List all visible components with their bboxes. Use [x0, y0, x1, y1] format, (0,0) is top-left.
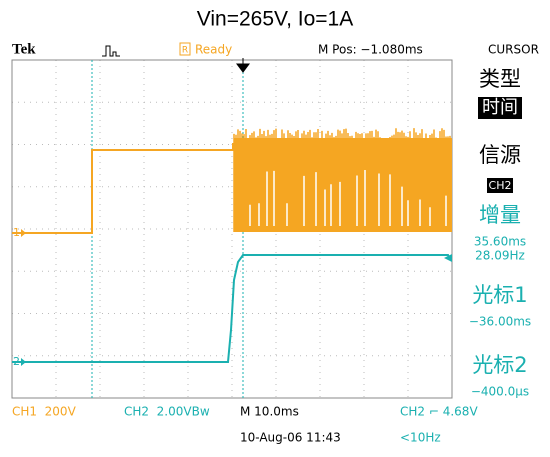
menu: CURSOR	[488, 43, 539, 57]
ch2-marker: 2	[13, 355, 20, 368]
cursor2-label: 光标2	[472, 353, 527, 377]
ch1-trace	[12, 143, 233, 233]
waveforms	[12, 128, 452, 362]
body: Vin=265V, Io=1A Tek R Ready M Pos: −1.08…	[0, 0, 550, 453]
ch1-marker: 1	[13, 226, 20, 239]
ch1-scale: CH1 200V	[12, 405, 77, 419]
delta-label: 增量	[479, 203, 521, 227]
source-value: CH2	[489, 179, 512, 192]
position: M Pos: −1.080ms	[318, 43, 423, 57]
source-label: 信源	[479, 143, 521, 167]
trigger: CH2 ⌐ 4.68V	[400, 405, 478, 419]
cursor2-value: −400.0µs	[471, 385, 529, 399]
cursor1-value: −36.00ms	[469, 315, 531, 329]
title: Vin=265V, Io=1A	[197, 8, 354, 31]
delta-freq: 28.09Hz	[475, 249, 525, 263]
type-value: 时间	[482, 97, 518, 118]
datetime: 10-Aug-06 11:43	[240, 431, 341, 445]
ch1-arrow	[21, 229, 26, 237]
timebase: M 10.0ms	[240, 405, 299, 419]
delta-time: 35.60ms	[474, 235, 526, 249]
status-icon: R	[182, 46, 188, 56]
status: Ready	[195, 43, 232, 57]
scope-screen: Vin=265V, Io=1A Tek R Ready M Pos: −1.08…	[0, 0, 550, 453]
type-label: 类型	[479, 67, 521, 91]
ch2-scale: CH2 2.00VBw	[124, 405, 210, 419]
trigger-icon	[102, 46, 120, 56]
page: {"title": "Vin=265V, Io=1A", "header": {…	[0, 0, 550, 453]
brand: Tek	[12, 41, 36, 57]
cursor1-label: 光标1	[472, 283, 527, 307]
frequency: <10Hz	[400, 431, 441, 445]
ch2-arrow	[21, 358, 26, 366]
